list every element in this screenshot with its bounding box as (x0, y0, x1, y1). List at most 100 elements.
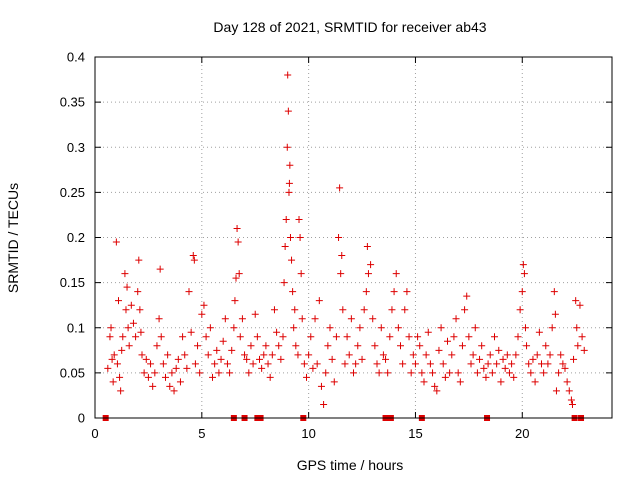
data-point (332, 333, 340, 341)
data-point (233, 224, 241, 232)
data-point (155, 315, 163, 323)
data-point (108, 355, 116, 363)
data-point (529, 355, 537, 363)
data-point (448, 351, 456, 359)
data-point (573, 324, 581, 332)
data-point (217, 355, 225, 363)
data-point (567, 396, 575, 404)
data-point (183, 364, 191, 372)
y-tick-label: 0.35 (60, 95, 85, 110)
data-point (104, 364, 112, 372)
data-point (206, 324, 214, 332)
data-point (159, 360, 167, 368)
data-point (209, 373, 216, 381)
data-point (284, 107, 292, 115)
data-point (273, 328, 281, 336)
data-point (519, 261, 527, 269)
x-tick-label: 10 (301, 426, 315, 441)
data-point (249, 360, 257, 368)
data-point (253, 333, 261, 341)
data-point (164, 351, 172, 359)
data-point (512, 351, 520, 359)
data-point (285, 188, 293, 196)
data-point (435, 346, 443, 354)
data-point (422, 351, 430, 359)
data-point (369, 315, 377, 323)
data-point (482, 373, 490, 381)
data-point (516, 306, 524, 314)
data-point (311, 315, 319, 323)
data-point (525, 360, 533, 368)
data-point (109, 378, 117, 386)
data-point (113, 360, 121, 368)
data-point (200, 301, 208, 309)
data-point (356, 324, 364, 332)
data-point (574, 342, 582, 350)
data-point (347, 315, 355, 323)
data-point (382, 355, 390, 363)
data-point (151, 369, 159, 377)
data-point (202, 333, 210, 341)
data-point (129, 319, 137, 327)
data-point (390, 288, 398, 296)
data-point (572, 297, 580, 305)
data-point (431, 382, 439, 390)
data-point (426, 360, 434, 368)
data-point (115, 297, 122, 305)
data-point (313, 360, 321, 368)
x-tick-label: 20 (515, 426, 529, 441)
data-point (379, 351, 387, 359)
data-point (386, 333, 394, 341)
data-point (221, 315, 229, 323)
data-point (166, 382, 174, 390)
data-point (375, 369, 383, 377)
data-point (578, 333, 586, 341)
data-point (124, 324, 132, 332)
data-point (228, 346, 236, 354)
data-point (480, 364, 488, 372)
data-point (285, 179, 293, 187)
data-point (106, 333, 114, 341)
data-point (570, 355, 578, 363)
data-point (465, 333, 473, 341)
data-point (260, 351, 268, 359)
data-point (144, 373, 152, 381)
data-point (270, 306, 278, 314)
data-point (251, 310, 259, 318)
data-point (463, 292, 471, 300)
data-point (137, 328, 145, 336)
data-point (467, 360, 475, 368)
data-point (198, 310, 206, 318)
data-point (296, 234, 304, 241)
data-point (232, 274, 240, 282)
data-point (371, 342, 379, 350)
x-axis-title: GPS time / hours (297, 457, 404, 473)
data-point (439, 360, 447, 368)
data-point (262, 342, 270, 350)
data-point (147, 360, 155, 368)
data-point (281, 243, 289, 251)
data-point (279, 333, 287, 341)
data-point (491, 333, 498, 341)
data-point (337, 270, 345, 278)
data-point (510, 373, 518, 381)
data-point (542, 342, 550, 350)
data-point (471, 324, 479, 332)
data-point (298, 315, 306, 323)
data-point (241, 351, 249, 359)
data-point (307, 333, 315, 341)
data-point (282, 215, 290, 223)
data-point (458, 342, 466, 350)
data-point (179, 333, 187, 341)
data-point (563, 378, 571, 386)
data-point (289, 288, 297, 296)
data-point (352, 360, 360, 368)
data-point (185, 288, 193, 296)
data-point (520, 270, 528, 278)
data-point (294, 351, 302, 359)
data-point (499, 355, 507, 363)
data-point (394, 324, 402, 332)
y-tick-label: 0.3 (67, 140, 85, 155)
